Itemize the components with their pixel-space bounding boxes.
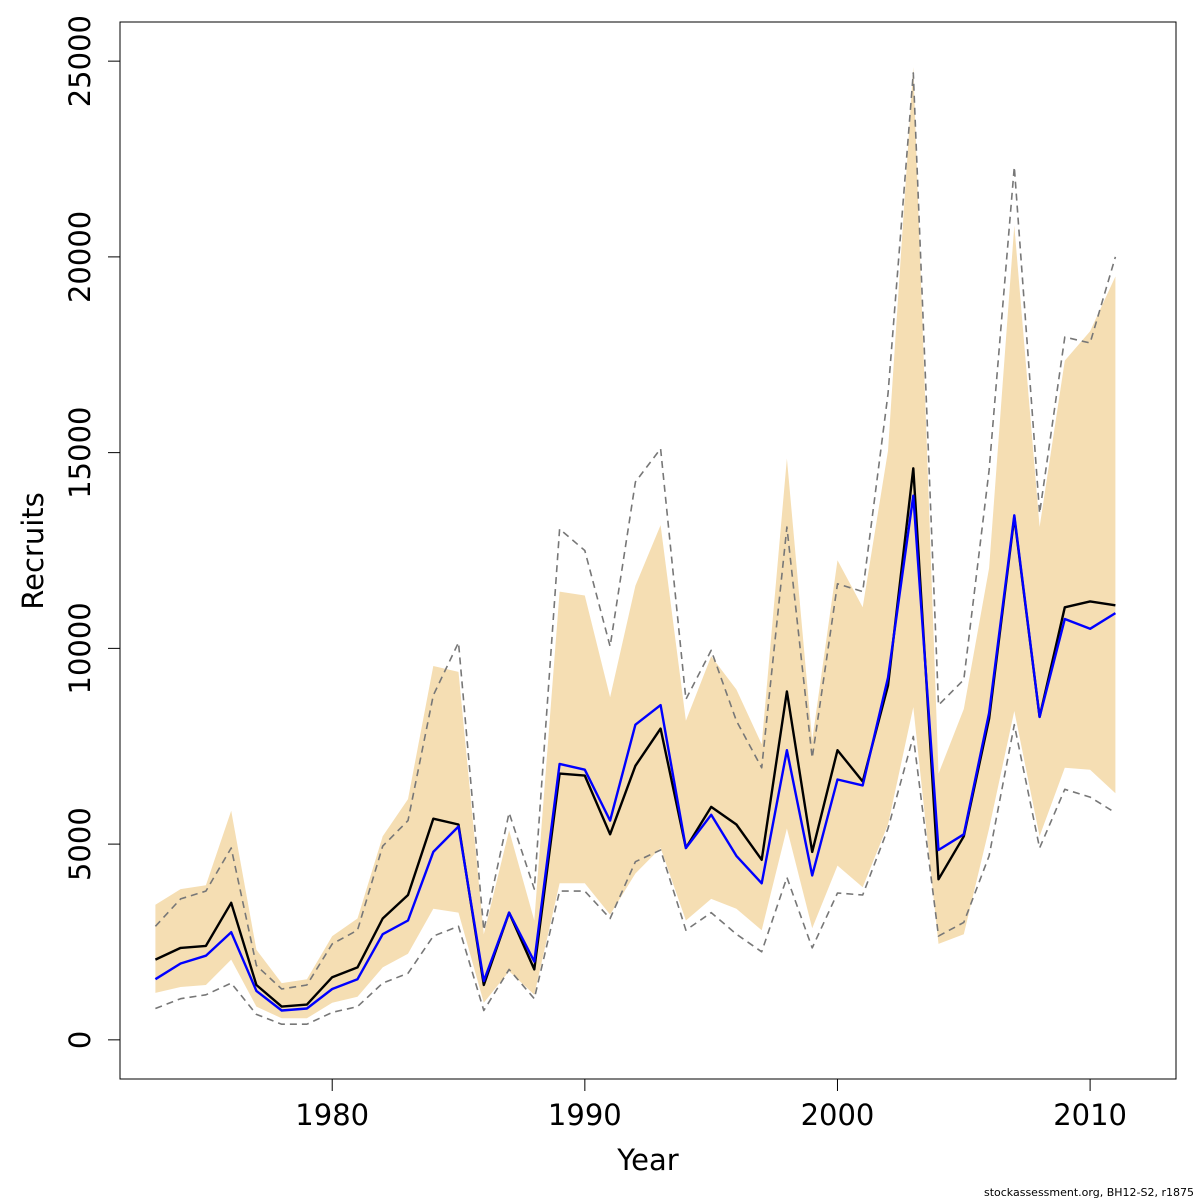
y-tick-label: 5000 (63, 807, 97, 881)
y-tick-label: 15000 (63, 406, 97, 498)
y-tick-label: 0 (63, 1031, 97, 1049)
x-axis-title: Year (616, 1143, 678, 1177)
x-tick-label: 1990 (548, 1098, 622, 1132)
y-axis-title: Recruits (16, 492, 50, 609)
x-tick-label: 1980 (295, 1098, 369, 1132)
footer-note: stockassessment.org, BH12-S2, r1875 (984, 1186, 1194, 1199)
x-tick-label: 2010 (1053, 1098, 1127, 1132)
y-tick-label: 10000 (63, 602, 97, 694)
y-tick-label: 20000 (63, 211, 97, 303)
series-line-upper-dashed (154, 72, 1117, 990)
x-tick-label: 2000 (801, 1098, 875, 1132)
series-line-blue-line (154, 494, 1117, 1012)
credible-band (155, 67, 1116, 1019)
series-line-lower-dashed (155, 723, 1116, 1025)
series-line-black-line (154, 467, 1116, 1008)
y-tick-label: 25000 (63, 15, 97, 107)
